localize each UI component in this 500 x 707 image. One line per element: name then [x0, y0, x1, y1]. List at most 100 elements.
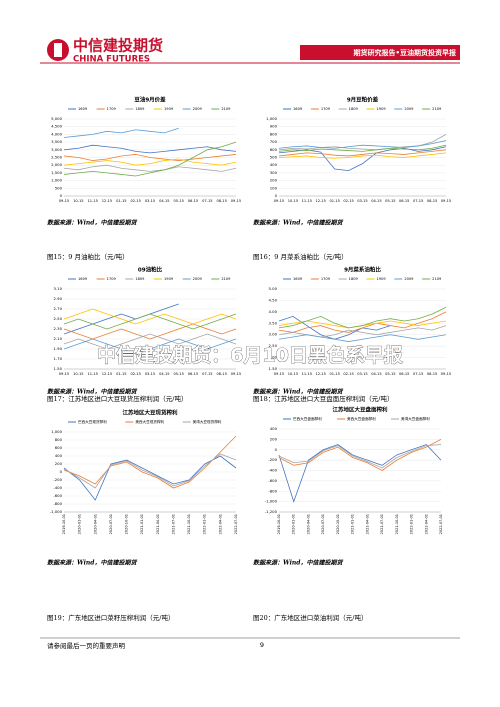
y-tick-label: 2.70: [54, 306, 63, 311]
x-tick-label: 12-15: [102, 199, 112, 203]
caption: 图20：广东地区进口菜油利润（元/吨）: [253, 613, 367, 622]
legend-label: 1609: [78, 107, 88, 111]
y-tick-label: 1,000: [51, 178, 62, 183]
series-line: [278, 140, 447, 149]
x-tick-label: 11-15: [302, 372, 312, 376]
x-tick-label: 10-15: [73, 199, 83, 203]
x-tick-label: 07-15: [413, 199, 423, 203]
y-tick-label: 2.10: [54, 336, 63, 341]
series-line: [278, 444, 442, 469]
y-tick-label: 600: [270, 147, 278, 152]
x-tick-label: 02-15: [130, 199, 140, 203]
logo-cn: 中信建投期货: [73, 37, 163, 55]
x-tick-label: 2020-04-01: [306, 514, 310, 534]
x-tick-label: 09-15: [274, 372, 284, 376]
y-tick-label: 3.10: [54, 286, 63, 291]
x-tick-label: 08-15: [216, 372, 226, 376]
source-note: 数据来源：Wind，中信建投期货: [253, 388, 343, 396]
x-tick-label: 2020-10-01: [125, 514, 129, 534]
chart-title: 9月豆粕价差: [347, 96, 379, 104]
y-tick-label: -600: [268, 478, 277, 483]
legend-label: 2109: [221, 277, 231, 281]
y-tick-label: -1,000: [265, 499, 278, 504]
legend-label: 1709: [321, 277, 331, 281]
x-tick-label: 2021-10-01: [187, 514, 191, 534]
y-tick-label: 2.00: [269, 355, 278, 360]
legend-label: 巴西大豆现货榨利: [78, 419, 107, 424]
source-note: 数据来源：Wind，中信建投期货: [47, 559, 137, 567]
x-tick-label: 2022-04-01: [218, 514, 222, 534]
x-tick-label: 2021-04-01: [365, 514, 369, 534]
series-line: [63, 455, 237, 501]
x-tick-label: 2021-04-01: [156, 514, 160, 534]
x-tick-label: 2022-07-01: [234, 514, 238, 534]
x-tick-label: 11-15: [87, 199, 97, 203]
y-tick-label: 2,000: [51, 162, 62, 167]
series-line: [63, 313, 237, 330]
y-tick-label: 400: [270, 162, 278, 167]
x-tick-label: 06-15: [188, 372, 198, 376]
x-tick-label: 04-15: [371, 372, 381, 376]
x-tick-label: 08-15: [216, 199, 226, 203]
chart-title: 江苏地区大豆盘面榨利: [332, 406, 388, 414]
x-tick-label: 2021-01-01: [140, 514, 144, 534]
legend-label: 1809: [349, 277, 359, 281]
y-tick-label: 1,500: [51, 170, 62, 175]
legend-label: 2009: [404, 107, 414, 111]
series-line: [278, 444, 442, 503]
report-band: [300, 45, 460, 60]
x-tick-label: 07-15: [413, 372, 423, 376]
source-note: 数据来源：Wind，中信建投期货: [47, 388, 137, 396]
x-tick-label: 09-15: [59, 199, 69, 203]
legend-label: 1909: [377, 107, 387, 111]
y-tick-label: 5.00: [269, 286, 278, 291]
series-line: [278, 311, 447, 333]
y-tick-label: 500: [270, 155, 278, 160]
y-tick-label: 3.50: [269, 320, 278, 325]
legend-label: 1809: [349, 107, 359, 111]
series-line: [63, 158, 237, 166]
legend-label: 1709: [107, 107, 117, 111]
y-tick-label: 1.50: [54, 366, 63, 371]
y-tick-label: 2,500: [51, 155, 62, 160]
x-tick-label: 10-15: [288, 372, 298, 376]
series-line: [278, 152, 447, 159]
y-tick-label: 100: [270, 185, 278, 190]
y-tick-label: 2.30: [54, 326, 63, 331]
chart-title: 豆油9月价差: [134, 96, 166, 104]
x-tick-label: 08-15: [427, 372, 437, 376]
legend-label: 2009: [193, 107, 203, 111]
legend-label: 1609: [293, 277, 303, 281]
legend-label: 1909: [164, 107, 174, 111]
series-line: [63, 164, 237, 172]
footer-note: 请参阅最后一页的重要声明: [47, 641, 126, 650]
y-tick-label: 2.90: [54, 296, 63, 301]
series-line: [63, 144, 237, 154]
chart-title: 09油粕比: [138, 266, 163, 274]
y-tick-label: 700: [270, 139, 278, 144]
x-tick-label: 02-15: [130, 372, 140, 376]
x-tick-label: 02-15: [343, 372, 353, 376]
series-line: [278, 146, 447, 172]
y-tick-label: 1.50: [269, 366, 278, 371]
x-tick-label: 2020-10-01: [336, 514, 340, 534]
series-line: [63, 303, 179, 335]
logo-mark-inner: [54, 43, 62, 57]
x-tick-label: 01-15: [329, 372, 339, 376]
legend-label: 2109: [432, 107, 442, 111]
x-tick-label: 2021-10-01: [395, 514, 399, 534]
y-tick-label: -200: [53, 477, 62, 482]
series-line: [63, 338, 237, 355]
series-line: [278, 144, 447, 152]
y-tick-label: 200: [270, 178, 278, 183]
y-tick-label: 200: [270, 436, 278, 441]
legend-label: 2109: [221, 107, 231, 111]
x-tick-label: 09-15: [441, 199, 451, 203]
series-line: [63, 435, 237, 489]
y-tick-label: 0: [60, 193, 63, 198]
legend-label: 1909: [164, 277, 174, 281]
charts: 豆油9月价差 1609 1709 1809 1909 2009 2109 0 500 1,000 1…: [47, 96, 451, 567]
legend-label: 美湾大豆现货榨利: [193, 419, 222, 424]
chart-title: 9月菜系油粕比: [344, 266, 381, 274]
